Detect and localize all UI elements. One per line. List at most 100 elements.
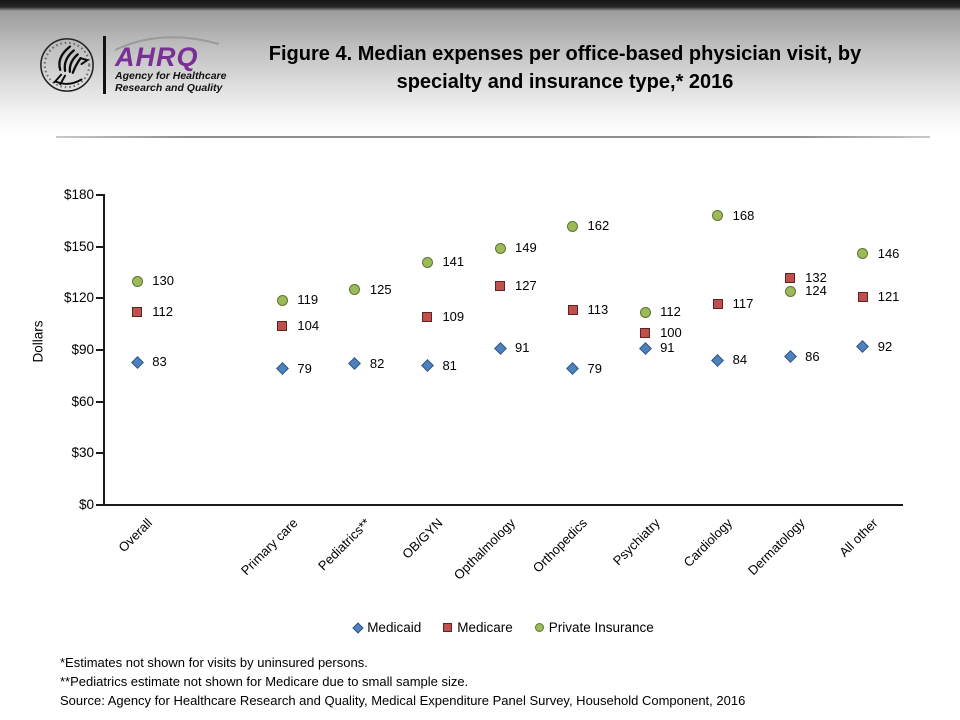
private-insurance-marker (857, 248, 869, 260)
data-point-label: 83 (152, 354, 167, 370)
data-point-label: 112 (152, 304, 173, 320)
y-axis-tick (96, 400, 103, 403)
x-axis-category-label: Cardiology (680, 515, 736, 570)
y-axis-line (103, 194, 105, 506)
legend-item-medicaid: Medicaid (352, 620, 422, 635)
data-point-label: 132 (805, 269, 827, 285)
medicaid-marker (856, 340, 870, 353)
private-insurance-marker (276, 294, 288, 306)
data-point-label: 162 (587, 218, 610, 233)
medicare-marker (567, 305, 578, 316)
medicaid-marker (348, 357, 362, 371)
medicaid-marker (566, 362, 579, 376)
private-insurance-marker (784, 285, 796, 297)
legend-square-icon (443, 623, 453, 632)
x-axis-category-label: Opthalmology (450, 515, 518, 583)
medicaid-marker (275, 362, 289, 376)
legend-item-medicare: Medicare (443, 620, 513, 635)
data-point-label: 127 (515, 278, 537, 294)
y-axis-tick-label: $120 (63, 290, 94, 306)
data-point-label: 141 (442, 254, 465, 270)
figure-title: Figure 4. Median expenses per office-bas… (195, 40, 935, 96)
data-point-label: 109 (442, 309, 465, 325)
medicare-marker (785, 272, 796, 283)
x-axis-category-label: Primary care (237, 515, 301, 579)
legend-label: Medicare (457, 620, 513, 635)
ahrq-wordmark-block: AHRQ Agency for Healthcare Research and … (114, 36, 226, 94)
header-separator-line (56, 136, 930, 138)
medicaid-marker (421, 359, 434, 372)
legend-label: Medicaid (367, 620, 422, 635)
footnote-uninsured: *Estimates not shown for visits by unins… (60, 655, 368, 670)
medicare-marker (422, 312, 433, 323)
medicare-marker (857, 291, 868, 302)
x-axis-category-label: Pediatrics** (314, 515, 373, 574)
legend-item-private-insurance: Private Insurance (534, 620, 654, 635)
y-axis-tick (96, 349, 103, 351)
ahrq-wordmark: AHRQ (115, 42, 199, 72)
figure-title-line2: specialty and insurance type,* 2016 (396, 71, 734, 93)
data-point-label: 130 (152, 273, 174, 289)
private-insurance-marker (494, 242, 506, 254)
figure-title-line1: Figure 4. Median expenses per office-bas… (268, 43, 862, 65)
y-axis-tick-label: $150 (63, 238, 94, 254)
data-point-label: 117 (732, 295, 754, 311)
data-point-label: 119 (297, 292, 319, 308)
header-gradient-band (0, 0, 960, 136)
data-point-label: 146 (877, 245, 900, 261)
legend-label: Private Insurance (548, 620, 654, 635)
chart-legend: Medicaid Medicare Private Insurance (104, 620, 904, 635)
data-point-label: 104 (297, 317, 320, 333)
private-insurance-marker (639, 306, 651, 318)
data-point-label: 121 (877, 288, 900, 304)
data-point-label: 149 (515, 240, 537, 256)
y-axis-tick-label: $180 (63, 187, 94, 202)
x-axis-category-label: Orthopedics (530, 515, 591, 576)
y-axis-tick-label: $30 (71, 445, 94, 461)
y-axis-tick (96, 245, 103, 248)
private-insurance-marker (349, 284, 361, 296)
legend-circle-icon (534, 623, 544, 632)
private-insurance-marker (712, 210, 724, 222)
data-point-label: 79 (587, 360, 602, 376)
logo-divider-bar (103, 36, 106, 94)
legend-diamond-icon (352, 621, 364, 634)
agency-logo: AHRQ Agency for Healthcare Research and … (38, 36, 226, 94)
private-insurance-marker (567, 220, 579, 232)
medicare-marker (277, 320, 288, 331)
data-point-label: 168 (732, 207, 755, 223)
x-axis-category-label: All other (836, 515, 881, 560)
x-axis-category-label: Dermatology (745, 515, 809, 579)
data-point-label: 125 (369, 281, 392, 297)
medicaid-marker (130, 355, 144, 369)
source-note: Source: Agency for Healthcare Research a… (60, 693, 746, 708)
y-axis-tick (96, 194, 103, 196)
medicaid-marker (493, 341, 507, 355)
y-axis-tick (96, 297, 103, 300)
y-axis-tick-label: $60 (71, 393, 94, 409)
data-point-label: 82 (369, 355, 385, 371)
medicare-marker (495, 281, 505, 292)
data-point-label: 79 (297, 360, 312, 376)
medicare-marker (712, 298, 723, 309)
data-point-label: 124 (805, 283, 827, 299)
x-axis-category-label: Overall (115, 515, 156, 556)
y-axis-tick (96, 452, 103, 455)
private-insurance-marker (131, 275, 143, 287)
data-point-label: 91 (515, 340, 530, 356)
x-axis-category-label: Psychiatry (609, 515, 663, 569)
ahrq-tagline-line2: Research and Quality (115, 82, 223, 94)
data-point-label: 81 (442, 357, 457, 373)
y-axis-tick-label: $90 (71, 342, 94, 357)
y-axis-tick (96, 504, 103, 506)
medicaid-marker (638, 341, 652, 355)
data-point-label: 84 (732, 352, 748, 368)
ahrq-swoosh-icon (114, 36, 220, 51)
medicare-marker (132, 307, 143, 318)
data-point-label: 86 (805, 348, 820, 364)
data-point-label: 112 (660, 304, 681, 320)
data-point-label: 91 (660, 340, 675, 356)
y-axis-tick-label: $0 (78, 497, 94, 512)
